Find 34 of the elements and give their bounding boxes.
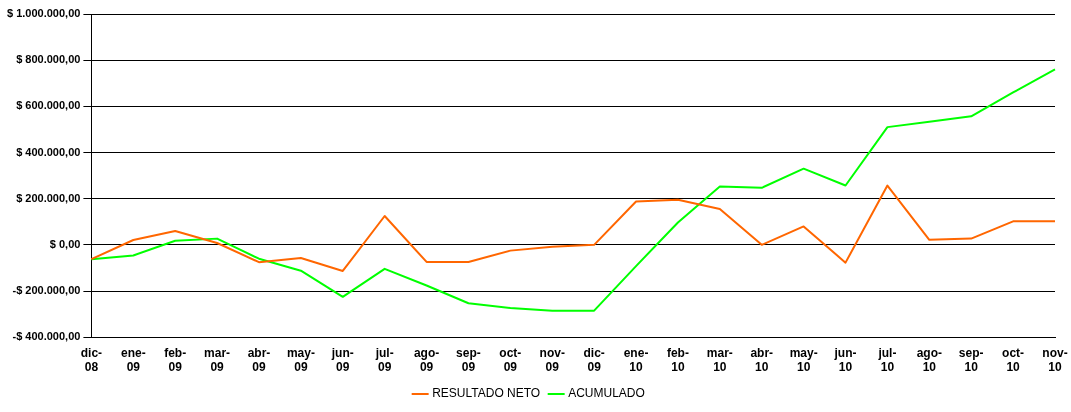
y-tick-label: $ 1.000.000,00 xyxy=(7,7,81,20)
x-tick-label: nov-09 xyxy=(539,345,565,375)
x-tick-label: dic-08 xyxy=(80,345,103,375)
x-tick-label: sep-09 xyxy=(456,345,481,375)
x-tick-label: sep-10 xyxy=(958,345,984,375)
x-tick-label: oct-09 xyxy=(499,345,522,375)
x-tick-label: jul-09 xyxy=(374,345,394,375)
y-tick-label: -$ 200.000,00 xyxy=(12,284,81,297)
x-tick-label: ago-09 xyxy=(413,345,440,375)
x-tick-label: may-10 xyxy=(789,345,818,375)
y-tick-label: $ 200.000,00 xyxy=(16,191,81,204)
legend-label: RESULTADO NETO xyxy=(432,386,541,401)
x-tick-label: jun-10 xyxy=(833,345,857,375)
x-tick-label: mar-10 xyxy=(706,345,733,375)
x-tick-label: feb-10 xyxy=(666,345,689,375)
x-tick-label: dic-09 xyxy=(583,345,605,375)
x-tick-label: feb-09 xyxy=(164,345,187,375)
x-tick-label: abr-10 xyxy=(750,345,774,375)
x-tick-label: ene-10 xyxy=(623,345,649,375)
x-tick-label: oct-10 xyxy=(1002,345,1025,375)
x-tick-label: nov-10 xyxy=(1042,345,1068,375)
x-tick-label: abr-09 xyxy=(247,345,271,375)
x-tick-label: ene-09 xyxy=(120,345,146,375)
x-tick-label: may-09 xyxy=(286,345,315,375)
x-tick-label: ago-10 xyxy=(916,345,942,375)
y-tick-label: $ 400.000,00 xyxy=(16,145,81,158)
legend-label: ACUMULADO xyxy=(568,386,645,401)
y-tick-label: $ 0,00 xyxy=(49,237,81,250)
y-tick-label: -$ 400.000,00 xyxy=(12,330,81,343)
y-tick-label: $ 600.000,00 xyxy=(16,99,81,112)
x-tick-label: mar-09 xyxy=(204,345,231,375)
x-tick-label: jun-09 xyxy=(330,345,354,375)
x-tick-label: jul-10 xyxy=(877,345,897,375)
y-tick-label: $ 800.000,00 xyxy=(16,53,81,66)
